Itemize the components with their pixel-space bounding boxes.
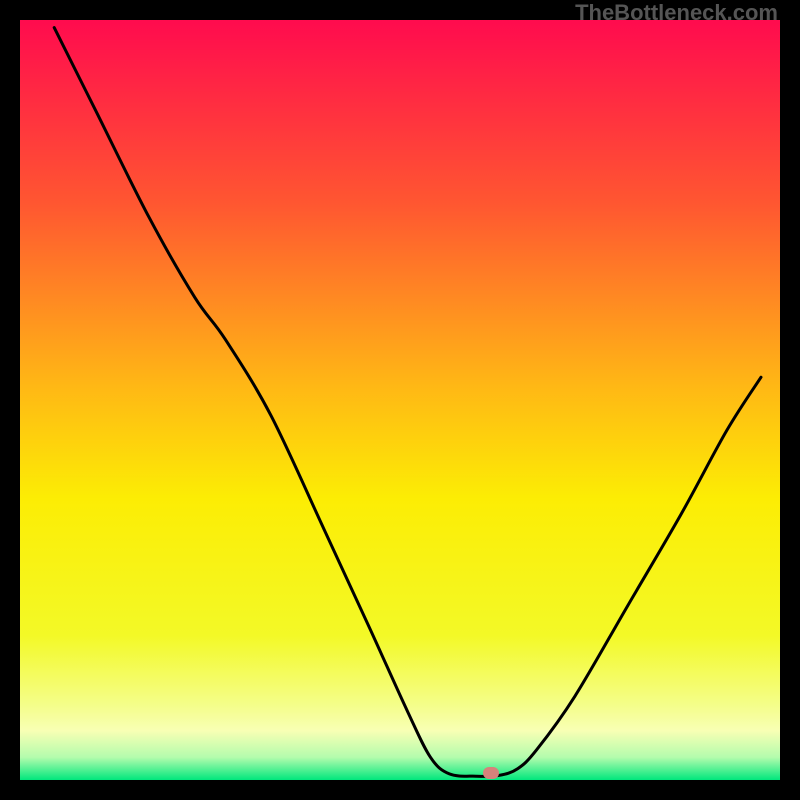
chart-frame bbox=[0, 0, 800, 800]
plot-area bbox=[20, 20, 780, 780]
optimal-point-marker bbox=[483, 767, 499, 779]
bottleneck-curve bbox=[20, 20, 780, 780]
watermark-text: TheBottleneck.com bbox=[575, 0, 778, 26]
